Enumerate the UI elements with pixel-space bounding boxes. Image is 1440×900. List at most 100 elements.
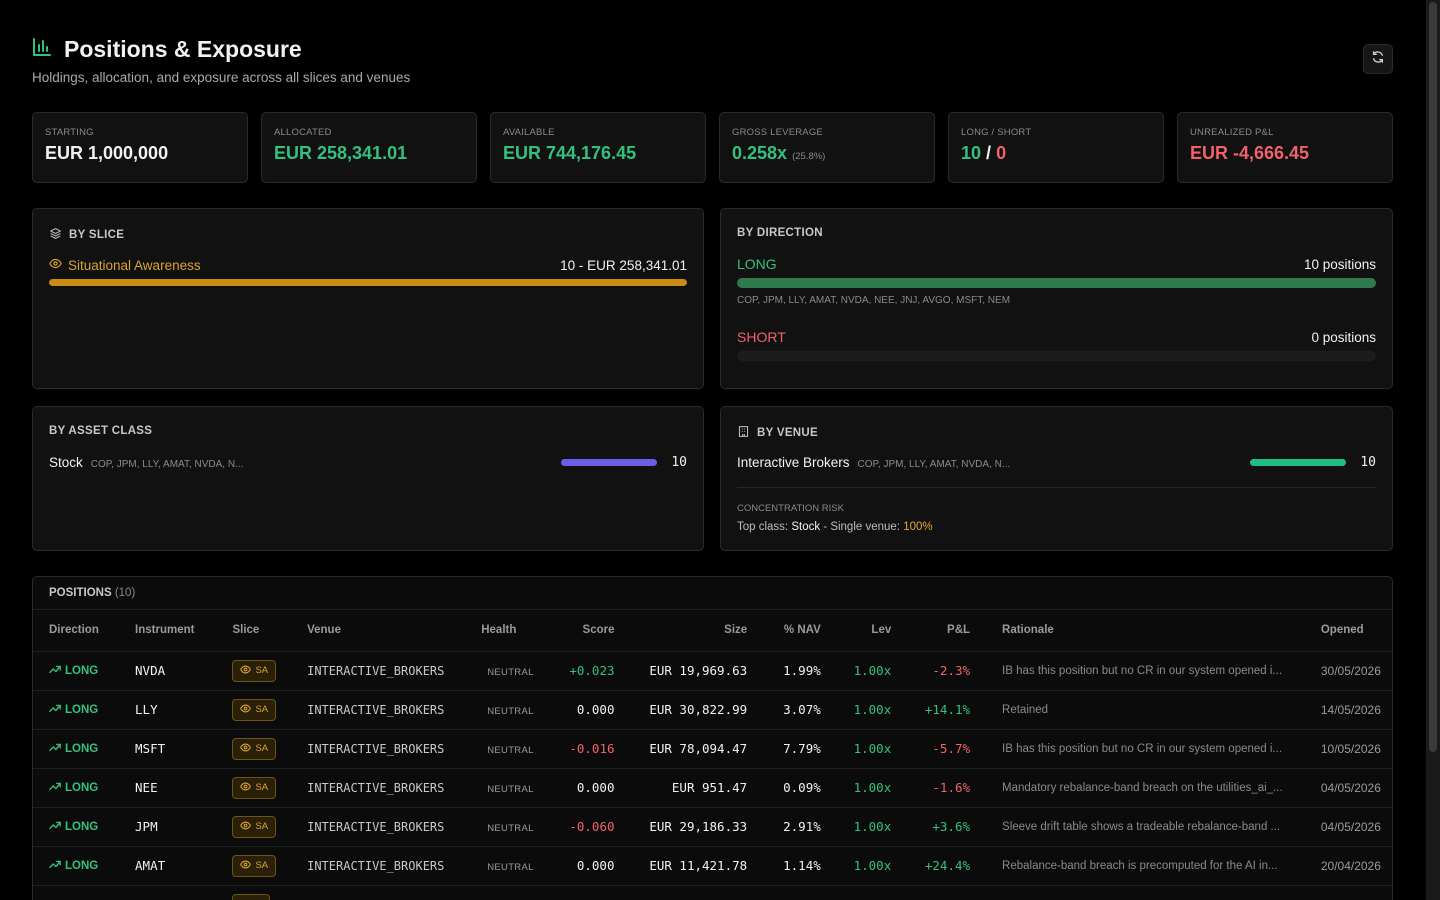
table-row[interactable] [33,885,1392,900]
nav-cell: 2.91% [747,807,821,847]
col-instrument[interactable]: Instrument [119,610,217,652]
eye-icon [240,742,252,756]
table-row[interactable]: LONG NEE SA INTERACTIVE_BROKERS NEUTRAL 0.000… [33,768,1392,808]
score-cell: 0.000 [550,768,615,808]
trend-up-icon [49,781,61,794]
direction-short-label: SHORT [737,329,786,345]
health-badge: NEUTRAL [487,744,534,756]
opened-cell: 04/05/2026 [1304,807,1392,847]
col-score[interactable]: Score [550,610,615,652]
direction-cell: LONG [49,742,119,755]
table-row[interactable]: LONG MSFT SA INTERACTIVE_BROKERS NEUTRAL -0.0… [33,729,1392,769]
health-badge: NEUTRAL [487,666,534,678]
direction-long-row: LONG 10 positions [737,256,1376,272]
pnl-cell: +24.4% [891,846,971,886]
asset-class-count: 10 [671,455,687,470]
col-pnl[interactable]: P&L [891,610,971,652]
eye-icon [240,664,252,678]
stat-long-short: LONG / SHORT 10 / 0 [948,112,1164,183]
col-rationale[interactable]: Rationale [970,610,1305,652]
rationale-cell: IB has this position but no CR in our sy… [970,651,1305,691]
nav-cell: 1.99% [747,651,821,691]
col-nav[interactable]: % NAV [747,610,821,652]
by-venue-card: BY VENUE Interactive Brokers COP, JPM, L… [720,406,1393,551]
eye-icon [240,703,252,717]
size-cell: EUR 78,094.47 [614,729,748,769]
venue-bar [1250,459,1347,466]
direction-short-bar [737,351,1376,361]
stat-allocated: ALLOCATED EUR 258,341.01 [261,112,477,183]
col-size[interactable]: Size [614,610,748,652]
asset-class-tickers: COP, JPM, LLY, AMAT, NVDA, N... [90,459,244,470]
by-slice-card: BY SLICE Situational Awareness 10 - EUR … [32,208,704,389]
pnl-cell: +14.1% [891,690,971,730]
lev-cell: 1.00x [820,768,892,808]
trend-up-icon [49,820,61,833]
direction-long-bar [737,278,1376,288]
refresh-icon [1371,50,1385,69]
slice-badge: SA [232,854,277,877]
scrollbar-thumb[interactable] [1429,2,1437,752]
rationale-cell: IB has this position but no CR in our sy… [970,729,1305,769]
pnl-cell: -5.7% [891,729,971,769]
direction-long-tickers: COP, JPM, LLY, AMAT, NVDA, NEE, JNJ, AVG… [737,295,1011,306]
rationale-cell: Mandatory rebalance-band breach on the u… [970,768,1305,808]
page-subtitle: Holdings, allocation, and exposure acros… [32,70,411,85]
trend-up-icon [49,742,61,755]
direction-short-row: SHORT 0 positions [737,329,1376,345]
positions-panel: POSITIONS (10) Direction Instrument Slic… [32,576,1393,900]
slice-row[interactable]: Situational Awareness 10 - EUR 258,341.0… [49,257,687,273]
lev-cell: 1.00x [820,729,892,769]
table-row[interactable]: LONG NVDA SA INTERACTIVE_BROKERS NEUTRAL +0.0… [33,651,1392,691]
direction-cell: LONG [49,859,119,872]
health-badge: NEUTRAL [487,822,534,834]
size-cell: EUR 30,822.99 [614,690,748,730]
instrument-cell: NEE [119,768,217,808]
health-badge: NEUTRAL [487,783,534,795]
page-title: Positions & Exposure [64,36,302,62]
asset-class-bar [561,459,658,466]
layers-icon [49,227,62,243]
table-row[interactable]: LONG JPM SA INTERACTIVE_BROKERS NEUTRAL -0.06… [33,807,1392,847]
lev-cell: 1.00x [820,807,892,847]
col-opened[interactable]: Opened [1304,610,1392,652]
direction-cell: LONG [49,820,119,833]
venue-bar-fill [1250,459,1347,466]
rationale-cell: Retained [970,690,1305,730]
stat-gross-leverage: GROSS LEVERAGE 0.258x (25.8%) [719,112,935,183]
direction-long-label: LONG [737,256,777,272]
table-row[interactable]: LONG AMAT SA INTERACTIVE_BROKERS NEUTRAL 0.00… [33,846,1392,886]
eye-icon [240,820,252,834]
refresh-button[interactable] [1363,44,1393,74]
score-cell: 0.000 [550,846,615,886]
table-row[interactable]: LONG LLY SA INTERACTIVE_BROKERS NEUTRAL 0.000… [33,690,1392,730]
direction-long-bar-fill [737,278,1376,288]
slice-bar-fill [49,279,687,286]
trend-up-icon [49,859,61,872]
slice-badge: SA [232,737,277,760]
page-scrollbar[interactable] [1426,0,1440,900]
slice-badge [232,894,271,900]
divider [737,487,1376,488]
col-direction[interactable]: Direction [33,610,120,652]
rationale-cell: Rebalance-band breach is precomputed for… [970,846,1305,886]
col-venue[interactable]: Venue [291,610,466,652]
venue-row: Interactive Brokers COP, JPM, LLY, AMAT,… [737,455,1376,470]
size-cell: EUR 29,186.33 [614,807,748,847]
col-health[interactable]: Health [465,610,551,652]
slice-bar [49,279,687,286]
summary-stats: STARTING EUR 1,000,000 ALLOCATED EUR 258… [32,112,1393,183]
col-slice[interactable]: Slice [216,610,292,652]
slice-name: Situational Awareness [68,257,201,273]
by-direction-card: BY DIRECTION LONG 10 positions COP, JPM,… [720,208,1393,389]
concentration-risk-label: CONCENTRATION RISK [737,503,844,514]
trend-up-icon [49,703,61,716]
page-header: Positions & Exposure Holdings, allocatio… [32,0,1393,112]
stat-starting: STARTING EUR 1,000,000 [32,112,248,183]
slice-badge: SA [232,776,277,799]
lev-cell: 1.00x [820,846,892,886]
score-cell: 0.000 [550,690,615,730]
opened-cell: 20/04/2026 [1304,846,1392,886]
lev-cell: 1.00x [820,690,892,730]
col-lev[interactable]: Lev [820,610,892,652]
